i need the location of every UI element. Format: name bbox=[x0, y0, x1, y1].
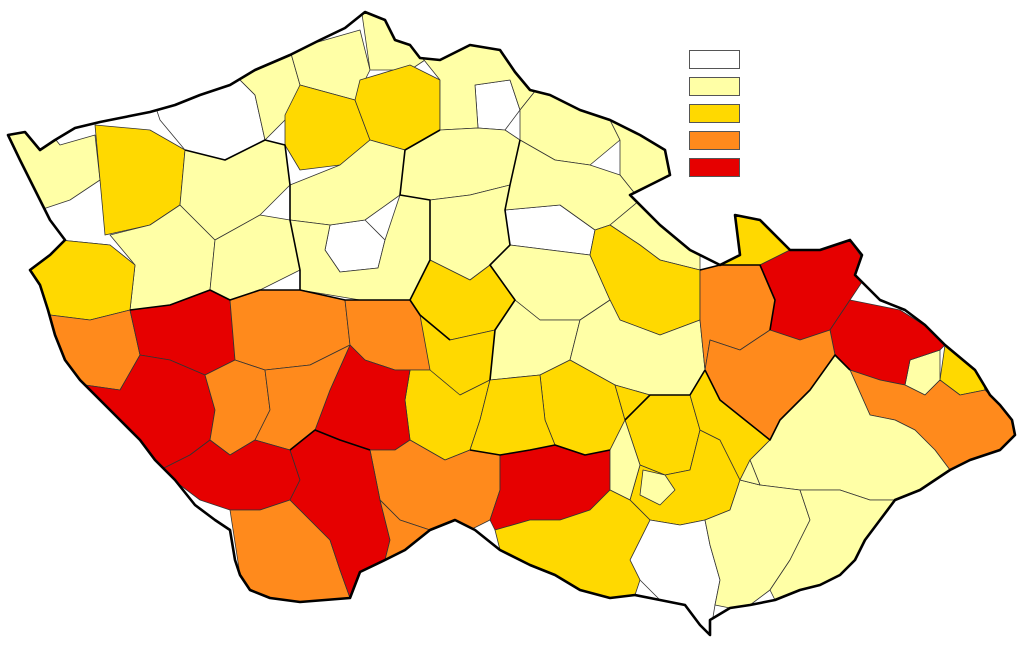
legend-swatch-class-0 bbox=[689, 50, 740, 69]
district bbox=[699, 199, 791, 266]
legend-swatch-class-3 bbox=[689, 131, 740, 150]
district bbox=[609, 419, 641, 501]
district bbox=[8, 309, 141, 391]
district bbox=[629, 519, 721, 635]
district bbox=[739, 459, 761, 486]
legend-swatch-class-4 bbox=[689, 158, 740, 177]
region-boundaries bbox=[129, 129, 851, 456]
legend-swatch-class-2 bbox=[689, 104, 740, 123]
district bbox=[44, 354, 216, 471]
district bbox=[639, 469, 676, 506]
district bbox=[8, 239, 136, 321]
map-legend bbox=[689, 50, 744, 185]
legend-swatch-class-1 bbox=[689, 77, 740, 96]
